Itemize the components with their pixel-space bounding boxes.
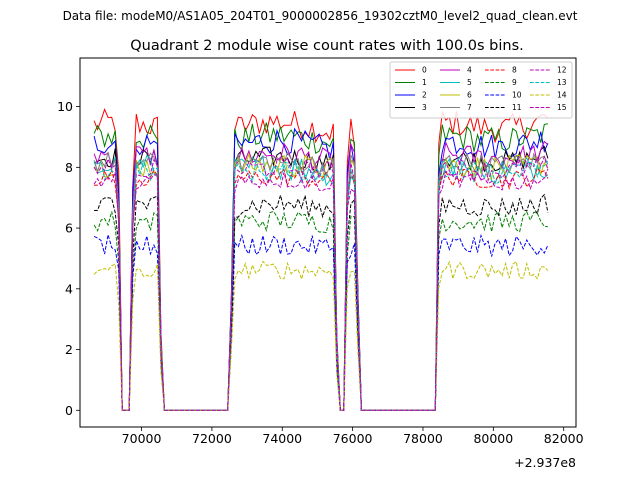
- legend-label-13: 13: [557, 78, 567, 87]
- legend-label-10: 10: [512, 91, 522, 100]
- x-tick-label: 82000: [544, 431, 584, 446]
- y-tick-label: 6: [65, 221, 73, 236]
- legend-label-9: 9: [512, 78, 517, 87]
- series-line-15: [93, 168, 549, 411]
- x-tick-label: 76000: [333, 431, 373, 446]
- legend-label-6: 6: [467, 91, 472, 100]
- legend-label-2: 2: [422, 91, 427, 100]
- legend-label-15: 15: [557, 103, 567, 112]
- axes: 70000 72000 74000 76000 78000 80000 82000 0 2 4 6 8…: [57, 57, 584, 446]
- legend-label-8: 8: [512, 66, 517, 75]
- legend-label-0: 0: [422, 66, 427, 75]
- x-tick-label: 70000: [122, 431, 162, 446]
- legend-label-1: 1: [422, 78, 427, 87]
- legend-label-3: 3: [422, 103, 427, 112]
- legend-label-11: 11: [512, 103, 522, 112]
- x-tick-label: 80000: [473, 431, 513, 446]
- y-tick-label: 2: [65, 342, 73, 357]
- y-tick-label: 10: [57, 99, 73, 114]
- legend-label-7: 7: [467, 103, 472, 112]
- legend-label-5: 5: [467, 78, 472, 87]
- y-tick-label: 0: [65, 403, 73, 418]
- chart-title: Quadrant 2 module wise count rates with …: [130, 38, 524, 54]
- x-tick-label: 74000: [262, 431, 302, 446]
- y-tick-label: 4: [65, 281, 73, 296]
- legend-label-4: 4: [467, 66, 472, 75]
- figure-suptitle: Data file: modeM0/AS1A05_204T01_90000028…: [63, 9, 578, 23]
- series-line-12: [93, 155, 549, 411]
- axes-frame: [79, 57, 577, 428]
- legend-frame: [389, 61, 573, 119]
- x-tick-label: 78000: [403, 431, 443, 446]
- x-tick-label: 72000: [192, 431, 232, 446]
- legend-label-14: 14: [557, 91, 567, 100]
- y-tick-label: 8: [65, 160, 73, 175]
- legend-label-12: 12: [557, 66, 567, 75]
- series-line-13: [93, 159, 549, 411]
- x-offset-label: +2.937e8: [514, 455, 576, 470]
- series-layer: [93, 107, 549, 411]
